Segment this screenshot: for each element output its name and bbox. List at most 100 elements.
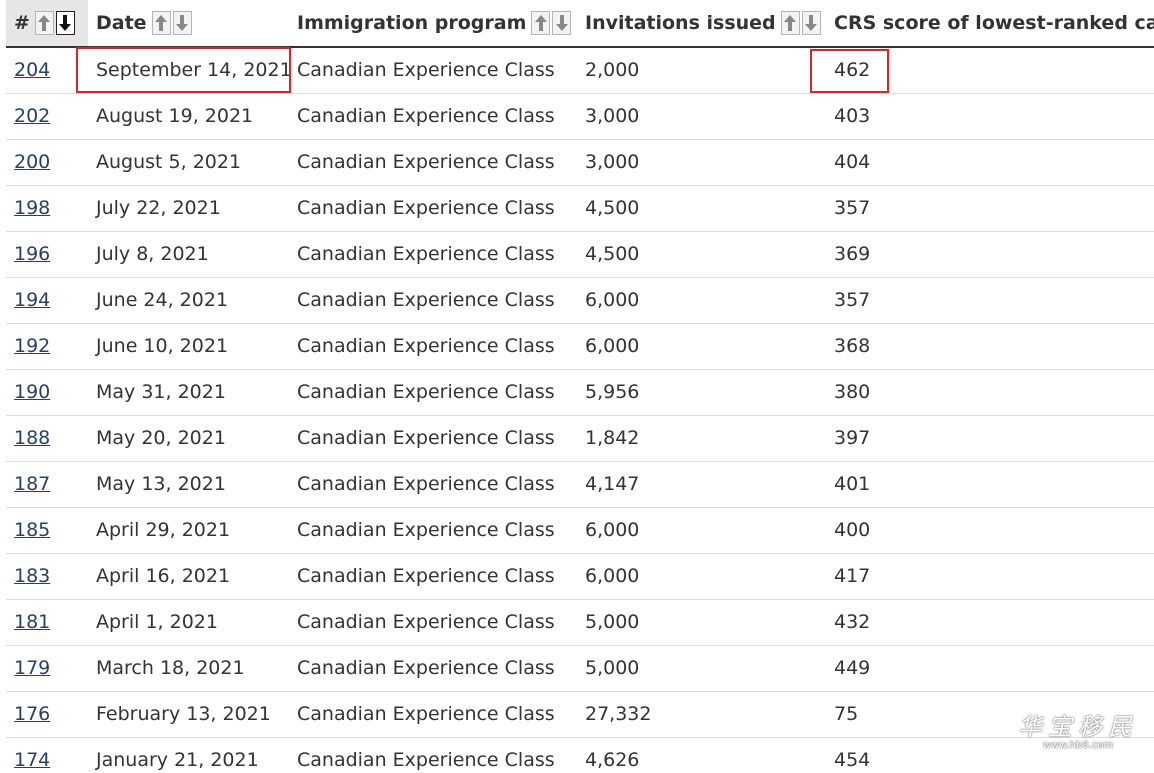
cell-invitations: 5,000 <box>577 645 826 692</box>
arrow-up-icon <box>38 15 51 31</box>
cell-invitations: 4,500 <box>577 185 826 232</box>
round-number-link[interactable]: 183 <box>14 565 51 587</box>
sort-descending-button[interactable] <box>172 11 192 35</box>
table-row: 187 May 13, 2021 Canadian Experience Class… <box>6 461 1154 508</box>
table-body: 204 September 14, 2021 Canadian Experience… <box>6 47 1154 773</box>
round-number-link[interactable]: 187 <box>14 473 51 495</box>
cell-num: 187 <box>6 461 88 508</box>
round-number-link[interactable]: 196 <box>14 243 51 265</box>
arrow-up-icon <box>534 15 547 31</box>
cell-num: 194 <box>6 277 88 324</box>
watermark: 华宝移民 www.hb8.com <box>1018 707 1138 751</box>
round-number-link[interactable]: 188 <box>14 427 51 449</box>
cell-crs: 380 <box>826 369 1154 416</box>
cell-program: Canadian Experience Class <box>289 691 577 738</box>
round-number-link[interactable]: 185 <box>14 519 51 541</box>
round-number-link[interactable]: 176 <box>14 703 51 725</box>
cell-date: May 20, 2021 <box>88 415 289 462</box>
sort-ascending-button[interactable] <box>34 11 54 35</box>
arrow-down-icon <box>555 15 568 31</box>
sort-descending-button[interactable] <box>552 11 572 35</box>
cell-crs: 449 <box>826 645 1154 692</box>
cell-invitations: 6,000 <box>577 277 826 324</box>
table-row: 188 May 20, 2021 Canadian Experience Class… <box>6 415 1154 462</box>
sort-descending-button[interactable] <box>55 11 75 35</box>
round-number-link[interactable]: 190 <box>14 381 51 403</box>
cell-crs: 368 <box>826 323 1154 370</box>
cell-invitations: 2,000 <box>577 47 826 94</box>
cell-num: 204 <box>6 47 88 94</box>
round-number-link[interactable]: 202 <box>14 105 51 127</box>
table-row: 190 May 31, 2021 Canadian Experience Class… <box>6 369 1154 416</box>
cell-num: 202 <box>6 93 88 140</box>
round-number-link[interactable]: 194 <box>14 289 51 311</box>
round-number-link[interactable]: 179 <box>14 657 51 679</box>
table-row: 194 June 24, 2021 Canadian Experience Clas… <box>6 277 1154 324</box>
table-row: 185 April 29, 2021 Canadian Experience Cla… <box>6 507 1154 554</box>
cell-date: June 24, 2021 <box>88 277 289 324</box>
cell-program: Canadian Experience Class <box>289 185 577 232</box>
cell-invitations: 6,000 <box>577 323 826 370</box>
round-number-link[interactable]: 181 <box>14 611 51 633</box>
table-row: 181 April 1, 2021 Canadian Experience Clas… <box>6 599 1154 646</box>
cell-date: April 29, 2021 <box>88 507 289 554</box>
cell-date: March 18, 2021 <box>88 645 289 692</box>
sort-ascending-button[interactable] <box>151 11 171 35</box>
cell-invitations: 6,000 <box>577 507 826 554</box>
table-row: 183 April 16, 2021 Canadian Experience Cla… <box>6 553 1154 600</box>
cell-date: April 1, 2021 <box>88 599 289 646</box>
results-table-container: # Date <box>6 0 1154 773</box>
cell-invitations: 3,000 <box>577 93 826 140</box>
arrow-up-icon <box>784 15 797 31</box>
cell-program: Canadian Experience Class <box>289 93 577 140</box>
cell-program: Canadian Experience Class <box>289 599 577 646</box>
sort-ascending-button[interactable] <box>780 11 800 35</box>
cell-crs: 403 <box>826 93 1154 140</box>
cell-crs: 357 <box>826 277 1154 324</box>
cell-num: 200 <box>6 139 88 186</box>
cell-program: Canadian Experience Class <box>289 139 577 186</box>
arrow-down-icon <box>805 15 818 31</box>
cell-crs: 357 <box>826 185 1154 232</box>
round-number-link[interactable]: 204 <box>14 59 51 82</box>
cell-crs: 75 <box>826 691 1154 738</box>
table-row: 196 July 8, 2021 Canadian Experience Class… <box>6 231 1154 278</box>
cell-num: 185 <box>6 507 88 554</box>
round-number-link[interactable]: 200 <box>14 151 51 173</box>
sort-ascending-button[interactable] <box>531 11 551 35</box>
cell-num: 196 <box>6 231 88 278</box>
cell-program: Canadian Experience Class <box>289 553 577 600</box>
arrow-up-icon <box>155 15 168 31</box>
arrow-down-icon <box>59 15 72 31</box>
cell-crs: 401 <box>826 461 1154 508</box>
column-header-num: # <box>6 0 88 48</box>
cell-date: May 13, 2021 <box>88 461 289 508</box>
cell-num: 198 <box>6 185 88 232</box>
cell-num: 192 <box>6 323 88 370</box>
cell-num: 190 <box>6 369 88 416</box>
cell-num: 179 <box>6 645 88 692</box>
table-row: 200 August 5, 2021 Canadian Experience Cla… <box>6 139 1154 186</box>
round-number-link[interactable]: 192 <box>14 335 51 357</box>
round-number-link[interactable]: 174 <box>14 749 51 771</box>
cell-crs: 397 <box>826 415 1154 462</box>
cell-date: February 13, 2021 <box>88 691 289 738</box>
column-header-label: # <box>14 12 30 34</box>
cell-invitations: 1,842 <box>577 415 826 462</box>
table-row: 204 September 14, 2021 Canadian Experience… <box>6 47 1154 94</box>
cell-invitations: 27,332 <box>577 691 826 738</box>
column-header-label: Immigration program <box>297 12 527 34</box>
cell-num: 176 <box>6 691 88 738</box>
sort-descending-button[interactable] <box>801 11 821 35</box>
cell-program: Canadian Experience Class <box>289 323 577 370</box>
cell-program: Canadian Experience Class <box>289 47 577 94</box>
cell-num: 188 <box>6 415 88 462</box>
cell-crs: 400 <box>826 507 1154 554</box>
table-row: 176 February 13, 2021 Canadian Experience … <box>6 691 1154 738</box>
cell-program: Canadian Experience Class <box>289 277 577 324</box>
round-number-link[interactable]: 198 <box>14 197 51 219</box>
table-row: 174 January 21, 2021 Canadian Experience C… <box>6 737 1154 773</box>
table-header-row: # Date <box>6 0 1154 48</box>
cell-program: Canadian Experience Class <box>289 507 577 554</box>
column-header-label: Date <box>96 12 147 34</box>
